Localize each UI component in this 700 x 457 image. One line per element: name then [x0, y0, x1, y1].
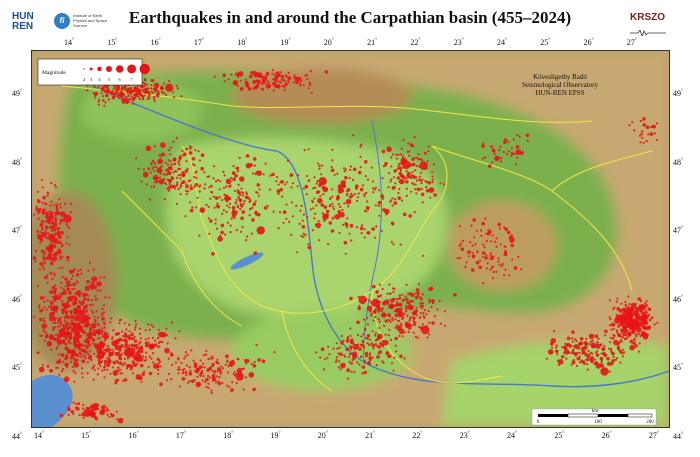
legend-dot-m7	[127, 64, 137, 74]
top-lon-tick-23: 23°	[453, 38, 464, 47]
left-lat-tick-46: 46°	[12, 294, 22, 304]
left-lat-tick-45: 45°	[12, 363, 22, 372]
right-lat-tick-46: 46°	[673, 294, 683, 304]
krszo-logo-text: KRSZO	[630, 12, 665, 23]
bottom-lon-tick-24: 24°	[507, 431, 517, 440]
bottom-lon-tick-21: 21°	[365, 431, 376, 440]
legend-label: Magnitude	[42, 70, 66, 76]
top-lon-tick-19: 19°	[280, 38, 291, 47]
legend-mag-8: 8	[144, 77, 147, 82]
legend-dot-m2	[83, 68, 85, 70]
legend-dot-m5	[106, 66, 112, 72]
institute-logo-icon: fi	[54, 13, 70, 29]
hunren-logo: HUN REN	[12, 12, 52, 32]
bottom-lon-tick-26: 26°	[601, 431, 612, 440]
top-lon-tick-27: 27°	[626, 38, 637, 47]
legend-mag-7: 7	[130, 77, 133, 82]
observatory-line2: Seismological Observatory	[522, 81, 599, 89]
top-lon-tick-22: 22°	[410, 38, 421, 47]
observatory-line1: Kövesligethy Radó	[533, 73, 587, 81]
right-lat-tick-44: 44°	[673, 431, 683, 441]
adriatic-sea	[32, 374, 73, 427]
top-lon-tick-25: 25°	[540, 38, 551, 47]
legend-mag-3: 3	[90, 77, 93, 82]
legend-dot-m6	[115, 65, 124, 73]
observatory-credit: Kövesligethy Radó Seismological Observat…	[522, 73, 599, 97]
bottom-lon-tick-22: 22°	[412, 431, 423, 440]
legend-dot-m3	[89, 67, 93, 71]
top-lon-tick-21: 21°	[367, 38, 378, 47]
bottom-lon-tick-23: 23°	[459, 431, 470, 440]
bottom-lon-tick-19: 19°	[270, 431, 281, 440]
hunren-logo-line1: HUN	[12, 11, 34, 22]
terrain-layer	[17, 51, 669, 427]
left-lat-tick-48: 48°	[12, 157, 22, 167]
scale-tick-200: 200	[646, 420, 654, 425]
tisza-river	[363, 120, 382, 362]
bottom-lon-tick-15: 15°	[81, 431, 92, 440]
right-lat-tick-45: 45°	[673, 363, 683, 372]
bottom-lon-tick-18: 18°	[223, 431, 234, 440]
bottom-lon-tick-14: 14°	[34, 431, 44, 440]
scale-tick-100: 100	[594, 420, 602, 425]
bottom-lon-tick-17: 17°	[175, 431, 186, 440]
legend-mag-6: 6	[119, 77, 122, 82]
top-lon-tick-14: 14°	[64, 38, 74, 47]
bottom-lon-tick-20: 20°	[317, 431, 328, 440]
left-lat-tick-44: 44°	[12, 431, 22, 441]
observatory-line3: HUN-REN EPSS	[535, 89, 584, 97]
top-lon-tick-17: 17°	[193, 38, 204, 47]
danube-river	[91, 85, 670, 388]
top-lon-tick-15: 15°	[107, 38, 118, 47]
institute-logo: fi Institute of Earth Physics and Space …	[54, 11, 114, 33]
left-lat-tick-47: 47°	[12, 226, 22, 235]
lake-balaton	[230, 252, 264, 270]
scale-tick-0: 0	[537, 420, 540, 425]
top-lon-tick-26: 26°	[583, 38, 594, 47]
top-lon-tick-16: 16°	[150, 38, 161, 47]
left-lat-tick-49: 49°	[12, 89, 22, 98]
top-lon-tick-24: 24°	[497, 38, 507, 47]
krszo-logo: KRSZO	[630, 12, 670, 41]
legend-dot-m4	[97, 66, 102, 72]
bottom-lon-tick-27: 27°	[648, 431, 659, 440]
scale-bar: km 0 100 200	[531, 408, 657, 426]
country-borders	[61, 85, 653, 392]
bottom-lon-tick-25: 25°	[554, 431, 565, 440]
earthquake-markers	[32, 69, 659, 424]
right-lat-tick-49: 49°	[673, 89, 683, 98]
map-title: Earthquakes in and around the Carpathian…	[128, 8, 572, 27]
scale-unit: km	[592, 409, 599, 414]
seismogram-icon	[630, 29, 666, 38]
institute-logo-text: Institute of Earth Physics and Space Sci…	[73, 13, 108, 28]
top-lon-tick-18: 18°	[237, 38, 248, 47]
hunren-logo-line2: REN	[12, 21, 34, 32]
top-lon-tick-20: 20°	[323, 38, 334, 47]
legend-mag-2: 2	[83, 77, 85, 82]
bottom-lon-tick-16: 16°	[128, 431, 139, 440]
legend-dot-m8	[139, 63, 150, 75]
legend-mag-4: 4	[98, 77, 101, 82]
right-lat-tick-48: 48°	[673, 157, 683, 167]
legend-mag-5: 5	[108, 77, 111, 82]
right-lat-tick-47: 47°	[673, 226, 683, 235]
